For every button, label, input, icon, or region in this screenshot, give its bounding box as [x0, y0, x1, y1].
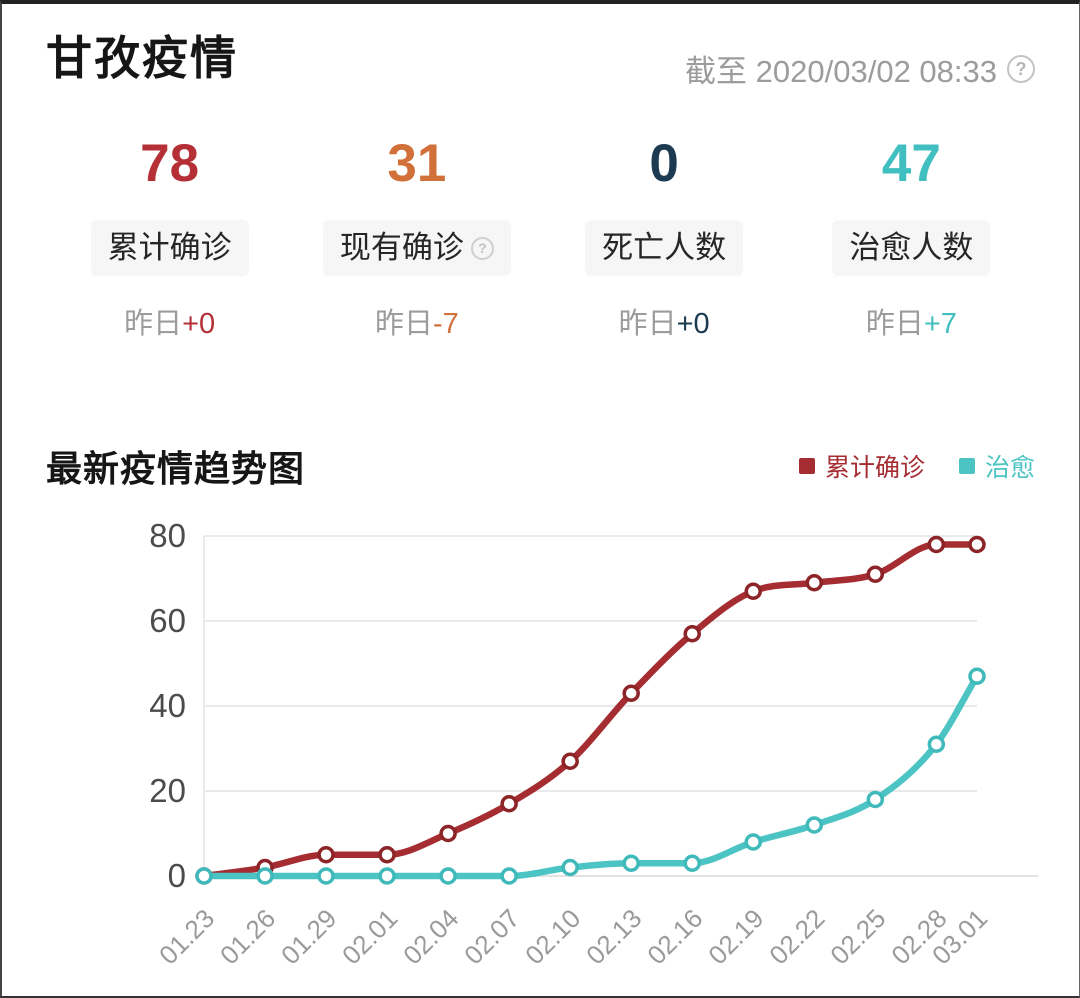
delta-prefix: 昨日 — [124, 308, 183, 341]
stat-label-chip: 死亡人数 — [585, 220, 744, 277]
delta-prefix: 昨日 — [618, 308, 677, 341]
x-tick-label: 02.10 — [519, 903, 586, 970]
data-point-治愈 — [317, 867, 335, 886]
help-icon[interactable]: ? — [470, 236, 494, 260]
data-point-治愈 — [561, 859, 579, 877]
delta-value: -7 — [432, 308, 459, 341]
y-tick-label: 60 — [149, 602, 186, 639]
data-point-累计确诊 — [866, 565, 885, 584]
stat-label-chip: 现有确诊? — [322, 220, 511, 277]
stat-cards-row: 78 累计确诊 昨日+0 31 现有确诊? 昨日-7 0 死亡人数 昨日+0 4… — [46, 137, 1035, 342]
stat-delta: 昨日-7 — [375, 300, 459, 342]
data-point-治愈 — [195, 867, 213, 886]
data-point-累计确诊 — [683, 625, 701, 643]
data-point-累计确诊 — [805, 574, 824, 592]
stat-delta: 昨日+0 — [619, 300, 710, 342]
stat-label-chip: 治愈人数 — [832, 220, 991, 277]
legend-swatch-confirmed — [798, 458, 815, 475]
y-tick-label: 40 — [149, 687, 186, 724]
as-of-timestamp: 截至 2020/03/02 08:33 — [685, 54, 997, 89]
stat-card-deaths: 0 死亡人数 昨日+0 — [541, 137, 788, 342]
data-point-累计确诊 — [622, 684, 640, 703]
help-icon[interactable]: ? — [1007, 54, 1035, 83]
x-tick-label: 01.29 — [275, 903, 342, 970]
trend-section-header: 最新疫情趋势图 累计确诊 治愈 — [46, 440, 1035, 492]
chart-legend: 累计确诊 治愈 — [798, 448, 1035, 484]
y-tick-label: 0 — [168, 857, 186, 894]
data-point-累计确诊 — [927, 536, 946, 554]
x-tick-label: 02.22 — [763, 903, 830, 970]
stat-card-confirmed-current: 31 现有确诊? 昨日-7 — [293, 137, 540, 342]
stat-value: 78 — [140, 134, 200, 193]
data-point-治愈 — [622, 854, 640, 873]
data-point-治愈 — [378, 867, 396, 886]
x-tick-label: 02.19 — [702, 903, 769, 970]
stat-label-chip: 累计确诊 — [90, 220, 249, 277]
data-point-累计确诊 — [378, 846, 396, 864]
x-tick-label: 02.04 — [397, 903, 464, 970]
data-point-累计确诊 — [317, 846, 335, 864]
trend-chart: 0 20 40 60 80 01.23 01.26 01.29 02.01 02.04 02.07 0… — [46, 506, 1038, 979]
x-tick-label: 02.16 — [641, 903, 708, 970]
stat-label: 累计确诊 — [107, 230, 232, 265]
dashboard: 甘孜疫情 截至 2020/03/02 08:33 ? 78 累计确诊 昨日+0 … — [2, 4, 1079, 979]
x-tick-label: 02.01 — [336, 903, 403, 970]
stat-card-cured: 47 治愈人数 昨日+7 — [788, 137, 1035, 342]
stat-value: 31 — [387, 134, 447, 193]
stat-label: 死亡人数 — [602, 230, 727, 265]
header-timestamp-group: 截至 2020/03/02 08:33 ? — [685, 46, 1035, 91]
data-point-累计确诊 — [561, 752, 579, 771]
stat-label: 现有确诊 — [339, 230, 464, 265]
data-point-治愈 — [500, 867, 518, 886]
delta-value: +0 — [182, 308, 216, 341]
legend-item-confirmed[interactable]: 累计确诊 — [798, 448, 925, 484]
stat-card-confirmed-total: 78 累计确诊 昨日+0 — [46, 137, 293, 342]
data-point-治愈 — [968, 667, 986, 686]
data-point-治愈 — [805, 816, 824, 835]
data-point-治愈 — [866, 791, 885, 809]
stat-label: 治愈人数 — [849, 230, 974, 265]
x-tick-label: 01.23 — [153, 903, 220, 970]
data-point-治愈 — [256, 867, 274, 886]
delta-value: +7 — [923, 308, 957, 341]
legend-swatch-cured — [958, 458, 975, 475]
series-line-累计确诊 — [200, 541, 981, 880]
stat-value: 47 — [881, 134, 941, 193]
header: 甘孜疫情 截至 2020/03/02 08:33 ? — [46, 30, 1035, 91]
data-point-累计确诊 — [439, 825, 457, 843]
stat-delta: 昨日+0 — [124, 300, 215, 342]
data-point-累计确诊 — [744, 582, 762, 601]
delta-prefix: 昨日 — [374, 308, 433, 341]
data-point-累计确诊 — [968, 536, 986, 554]
data-point-治愈 — [439, 867, 457, 886]
trend-section-title: 最新疫情趋势图 — [46, 448, 306, 490]
legend-item-cured[interactable]: 治愈 — [958, 448, 1035, 484]
y-tick-label: 20 — [149, 772, 186, 809]
stat-value: 0 — [649, 134, 679, 193]
delta-value: +0 — [676, 308, 710, 341]
x-tick-label: 02.13 — [580, 903, 647, 970]
data-point-累计确诊 — [500, 795, 518, 813]
trend-chart-svg: 02040608001.2301.2601.2902.0102.0402.070… — [149, 517, 1038, 971]
data-point-治愈 — [927, 735, 946, 754]
page-title: 甘孜疫情 — [46, 32, 238, 84]
x-tick-label: 02.25 — [824, 903, 891, 970]
data-point-治愈 — [683, 854, 701, 873]
data-point-治愈 — [744, 833, 762, 852]
delta-prefix: 昨日 — [865, 308, 924, 341]
legend-label: 累计确诊 — [824, 454, 925, 483]
legend-label: 治愈 — [984, 454, 1035, 483]
y-tick-label: 80 — [149, 517, 186, 554]
x-tick-label: 02.07 — [458, 903, 525, 970]
x-tick-label: 01.26 — [214, 903, 281, 970]
stat-delta: 昨日+7 — [866, 300, 957, 342]
